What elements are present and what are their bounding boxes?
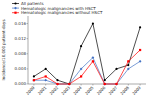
y-axis bbox=[28, 16, 29, 84]
legend-marker bbox=[14, 2, 16, 4]
x-tick-label: 2008 bbox=[119, 85, 130, 96]
x-tick-label: 2006 bbox=[96, 85, 107, 96]
x-tick bbox=[128, 84, 129, 86]
point bbox=[33, 79, 36, 82]
point bbox=[80, 45, 82, 47]
point bbox=[68, 83, 70, 85]
point bbox=[127, 60, 129, 62]
point bbox=[139, 49, 141, 51]
y-tick bbox=[27, 38, 29, 39]
x-tick bbox=[140, 84, 141, 86]
point bbox=[33, 75, 35, 77]
point bbox=[56, 83, 59, 86]
x-tick bbox=[92, 84, 93, 86]
point bbox=[68, 83, 70, 85]
point bbox=[92, 60, 94, 62]
legend-marker bbox=[14, 7, 17, 10]
x-tick bbox=[33, 84, 34, 86]
chart: 0.0000.0040.0080.0120.016200020012002200… bbox=[0, 0, 150, 98]
point bbox=[92, 22, 94, 24]
x-tick bbox=[45, 84, 46, 86]
x-tick-label: 2007 bbox=[107, 85, 118, 96]
point bbox=[115, 68, 117, 70]
x-tick-label: 2002 bbox=[48, 85, 59, 96]
point bbox=[127, 68, 130, 71]
point bbox=[115, 83, 118, 86]
point bbox=[56, 83, 58, 85]
point bbox=[45, 75, 47, 77]
legend-line bbox=[12, 12, 19, 13]
y-tick bbox=[27, 23, 29, 24]
point bbox=[45, 68, 47, 70]
series-line bbox=[34, 24, 140, 84]
x-tick-label: 2005 bbox=[84, 85, 95, 96]
x-tick-label: 2009 bbox=[131, 85, 142, 96]
series-line bbox=[34, 50, 140, 84]
point bbox=[115, 83, 117, 85]
x-tick-label: 2001 bbox=[37, 85, 48, 96]
legend-marker bbox=[14, 12, 16, 14]
point bbox=[139, 26, 141, 28]
point bbox=[68, 83, 71, 86]
x-tick-label: 2003 bbox=[60, 85, 71, 96]
y-tick bbox=[27, 68, 29, 69]
y-tick bbox=[27, 84, 29, 85]
point bbox=[56, 79, 58, 81]
y-tick-label: 0.008 bbox=[15, 51, 27, 56]
y-tick bbox=[27, 53, 29, 54]
series-line bbox=[34, 58, 140, 84]
point bbox=[80, 75, 82, 77]
x-axis bbox=[28, 84, 146, 85]
y-tick-label: 0.016 bbox=[15, 21, 27, 26]
point bbox=[127, 64, 129, 66]
point bbox=[92, 56, 95, 59]
point bbox=[80, 68, 83, 71]
point bbox=[103, 83, 106, 86]
legend-line bbox=[12, 3, 19, 4]
legend-label: Hematologic malignancies without HSCT bbox=[21, 10, 103, 15]
point bbox=[33, 79, 35, 81]
legend-line bbox=[12, 8, 19, 9]
x-tick-label: 2000 bbox=[25, 85, 36, 96]
y-tick-label: 0.000 bbox=[15, 81, 27, 86]
point bbox=[44, 79, 47, 82]
x-tick-label: 2004 bbox=[72, 85, 83, 96]
y-tick-label: 0.012 bbox=[15, 36, 27, 41]
plot-area bbox=[33, 22, 142, 85]
point bbox=[104, 83, 106, 85]
x-tick bbox=[81, 84, 82, 86]
point bbox=[139, 60, 142, 63]
point bbox=[104, 79, 106, 81]
legend: All patientsHematologic malignancies wit… bbox=[12, 1, 103, 15]
y-tick-label: 0.004 bbox=[15, 66, 27, 71]
y-axis-label: Incidence/10,000 patient-days bbox=[1, 20, 6, 81]
